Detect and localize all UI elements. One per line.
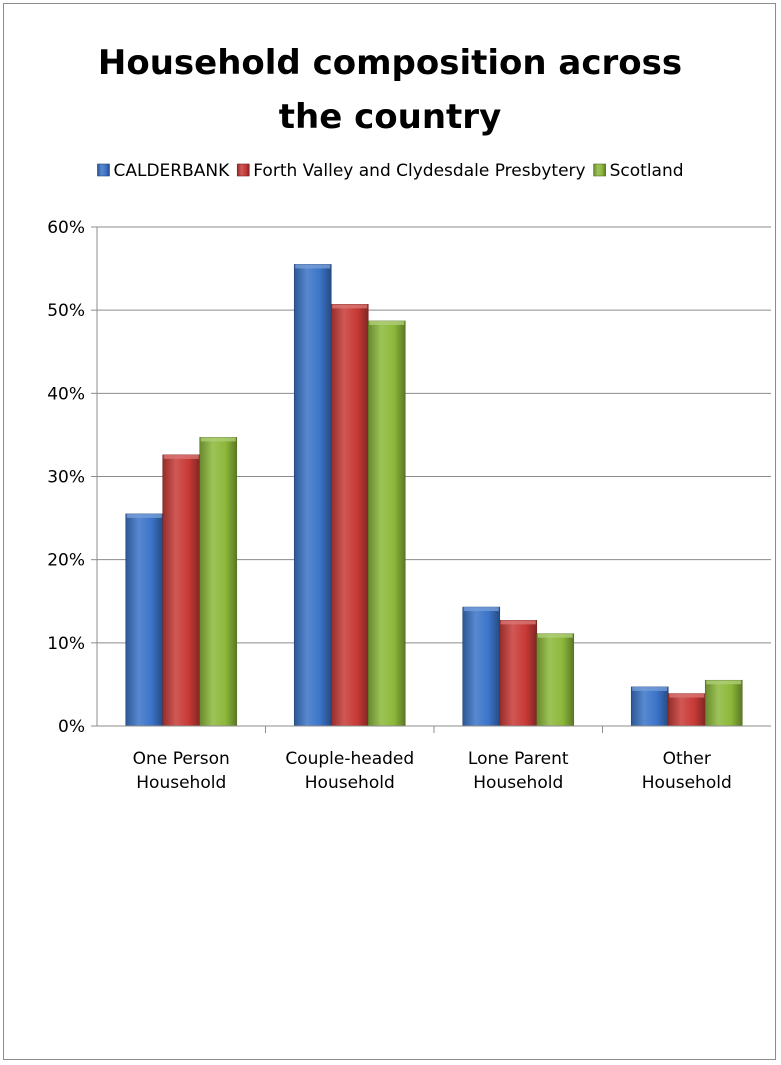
bar-forth-valley-and-clydesdale-presbytery-2 bbox=[499, 620, 538, 727]
bar-highlight bbox=[332, 304, 368, 309]
x-category-label: Other bbox=[663, 749, 711, 769]
bar-scotland-2 bbox=[536, 633, 575, 727]
chart-frame: Household composition across the country… bbox=[3, 3, 776, 1060]
bar-scotland-1 bbox=[367, 320, 406, 727]
x-category-label: One Person bbox=[133, 749, 230, 769]
x-category-label: Couple-headed bbox=[285, 749, 414, 769]
legend-swatch bbox=[236, 163, 250, 177]
bar-highlight bbox=[163, 454, 199, 459]
y-tick-label: 40% bbox=[47, 384, 85, 404]
bar-highlight bbox=[537, 633, 573, 638]
legend-label: CALDERBANK bbox=[113, 161, 230, 181]
chart-svg: Household composition across the country… bbox=[47, 43, 771, 793]
bar-forth-valley-and-clydesdale-presbytery-1 bbox=[330, 304, 369, 727]
y-tick-label: 60% bbox=[47, 218, 85, 238]
bar-highlight bbox=[463, 607, 499, 612]
bar-highlight bbox=[295, 264, 331, 269]
y-tick-label: 10% bbox=[47, 634, 85, 654]
bar-forth-valley-and-clydesdale-presbytery-3 bbox=[667, 693, 706, 727]
legend: CALDERBANK Forth Valley and Clydesdale Pr… bbox=[97, 161, 684, 181]
bar-calderbank-0 bbox=[125, 513, 164, 727]
axes bbox=[96, 227, 771, 733]
legend-label: Forth Valley and Clydesdale Presbytery bbox=[253, 161, 585, 181]
y-tick-label: 30% bbox=[47, 468, 85, 488]
bar-highlight bbox=[126, 513, 162, 518]
bar-calderbank-2 bbox=[462, 606, 501, 727]
legend-label: Scotland bbox=[610, 161, 684, 181]
x-axis-category-labels: One Person Household Couple-headed Househol… bbox=[133, 749, 732, 793]
bar-highlight bbox=[632, 686, 668, 691]
chart-title-line-2: the country bbox=[279, 97, 501, 137]
x-category-label: Household bbox=[642, 773, 732, 793]
y-tick-label: 50% bbox=[47, 301, 85, 321]
x-category-label: Household bbox=[473, 773, 563, 793]
bars bbox=[125, 264, 743, 727]
x-category-label: Lone Parent bbox=[468, 749, 569, 769]
legend-swatch bbox=[593, 163, 606, 177]
bar-highlight bbox=[369, 320, 405, 325]
legend-swatch bbox=[97, 163, 110, 177]
bar-highlight bbox=[669, 693, 705, 698]
bar-highlight bbox=[200, 437, 236, 442]
x-category-label: Household bbox=[305, 773, 395, 793]
bar-scotland-0 bbox=[199, 437, 238, 727]
bar-highlight bbox=[500, 620, 536, 625]
bar-calderbank-1 bbox=[293, 264, 332, 727]
bar-scotland-3 bbox=[704, 679, 743, 727]
y-tick-label: 20% bbox=[47, 551, 85, 571]
y-tick-label: 0% bbox=[58, 717, 85, 737]
chart-title-line-1: Household composition across bbox=[98, 43, 682, 83]
bar-forth-valley-and-clydesdale-presbytery-0 bbox=[162, 454, 201, 727]
x-category-label: Household bbox=[136, 773, 226, 793]
bar-highlight bbox=[706, 680, 742, 685]
bar-calderbank-3 bbox=[630, 686, 669, 727]
y-axis-tick-labels: 0% 10% 20% 30% 40% 50% 60% bbox=[47, 218, 85, 737]
